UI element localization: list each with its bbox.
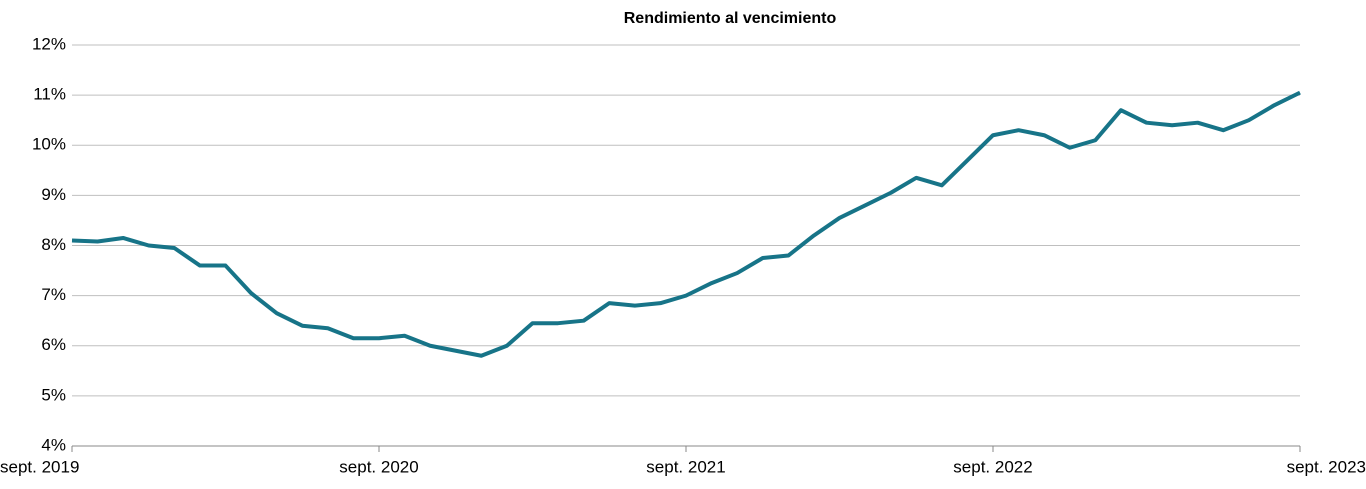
y-tick-label: 9%: [41, 185, 66, 204]
y-tick-label: 8%: [41, 235, 66, 254]
y-tick-label: 4%: [41, 435, 66, 454]
chart-title: Rendimiento al vencimiento: [624, 10, 837, 27]
y-tick-label: 5%: [41, 385, 66, 404]
y-tick-label: 10%: [32, 135, 66, 154]
y-tick-label: 12%: [32, 34, 66, 53]
line: [71, 90, 1301, 358]
y-tick-label: 6%: [41, 335, 66, 354]
x-tick-label: sept. 2021: [646, 457, 725, 476]
y-tick-label: 7%: [41, 285, 66, 304]
x-tick-label: sept. 2019: [0, 457, 79, 476]
y-tick-label: 11%: [33, 85, 66, 104]
x-tick-label: sept. 2020: [339, 457, 418, 476]
x-tick-label: sept. 2022: [953, 457, 1032, 476]
x-tick-label: sept. 2023: [1287, 457, 1366, 476]
